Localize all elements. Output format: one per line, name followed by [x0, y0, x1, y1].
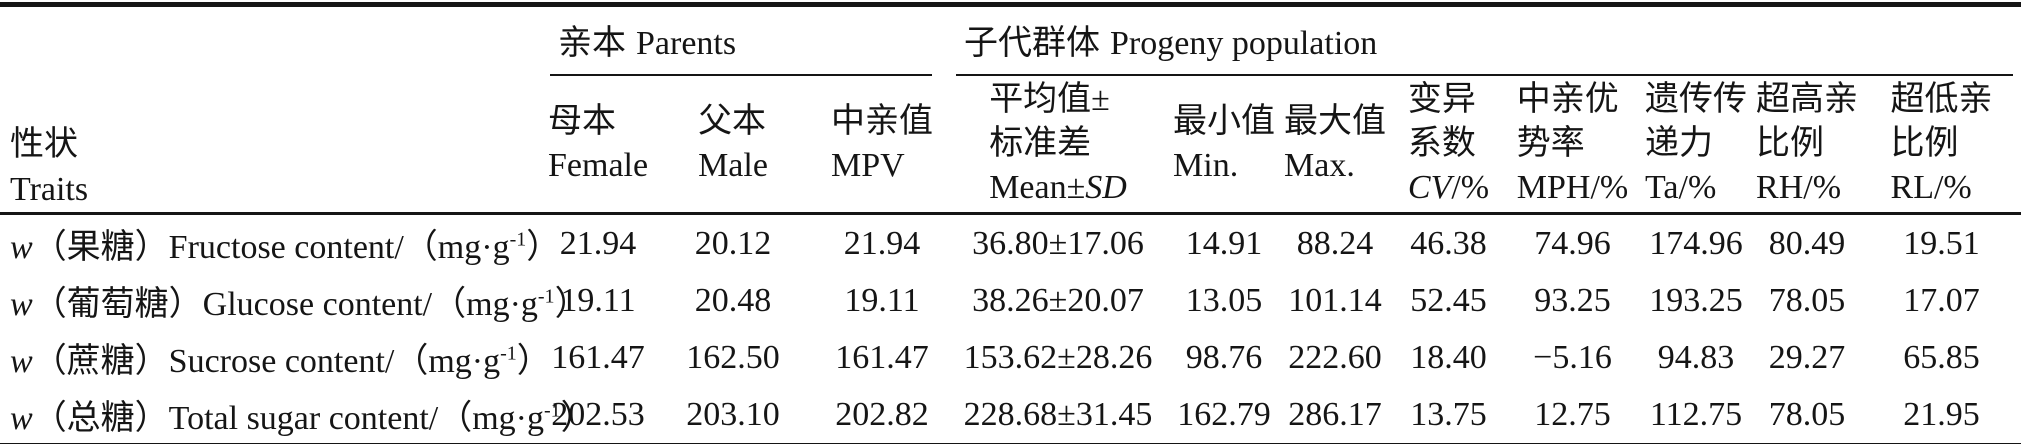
trait-close-paren: ） — [560, 400, 595, 437]
value-cell: 17.07 — [1903, 281, 1980, 319]
column-header-min: 最小值 Min. — [1170, 76, 1279, 215]
progeny-label-en: Progeny population — [1110, 25, 1378, 62]
value-cell: 88.24 — [1296, 224, 1374, 262]
value-cell: 38.26±20.07 — [972, 281, 1144, 319]
trait-symbol: w — [10, 343, 33, 380]
value-cell: 78.05 — [1768, 281, 1846, 319]
trait-close-paren: ） — [554, 286, 589, 323]
value-cell: 202.53 — [551, 395, 645, 433]
trait-text: （总糖）Total sugar content/（mg·g — [32, 400, 544, 437]
traits-header-en: Traits — [10, 171, 89, 208]
group-header-row: 性状 Traits 亲本 Parents 子代群体 Progeny populati… — [0, 4, 2021, 215]
value-cell: 94.83 — [1657, 338, 1735, 376]
trait-symbol: w — [10, 286, 33, 323]
value-cell: 222.60 — [1288, 338, 1382, 376]
value-cell: 74.96 — [1534, 224, 1611, 262]
value-cell: 228.68±31.45 — [963, 395, 1153, 433]
value-cell: 174.96 — [1649, 224, 1743, 262]
value-cell: 21.95 — [1903, 395, 1980, 433]
value-cell: 162.79 — [1177, 395, 1271, 433]
parents-label-en: Parents — [636, 25, 737, 62]
value-cell: 101.14 — [1288, 281, 1382, 319]
value-cell: 14.91 — [1185, 224, 1263, 262]
value-cell: 20.12 — [694, 224, 772, 262]
trait-close-paren: ） — [516, 343, 551, 380]
column-header-rl: 超低亲 比例 RL/% — [1862, 76, 2021, 215]
value-cell: 29.27 — [1768, 338, 1846, 376]
trait-text: （蔗糖）Sucrose content/（mg·g — [32, 343, 501, 380]
trait-symbol: w — [10, 400, 33, 437]
value-cell: 19.11 — [844, 281, 920, 319]
table-row-glucose: w（葡萄糖）Glucose content/（mg·g-1） 19.11 20.… — [0, 272, 2021, 329]
value-cell: 18.40 — [1410, 338, 1487, 376]
value-cell: 80.49 — [1768, 224, 1846, 262]
parents-label-zh: 亲本 — [558, 25, 626, 62]
value-cell: 153.62±28.26 — [963, 338, 1153, 376]
value-cell: 98.76 — [1185, 338, 1263, 376]
trait-unit-superscript: -1 — [509, 228, 527, 251]
column-header-mpv: 中亲值 MPV — [818, 76, 947, 215]
trait-unit-superscript: -1 — [544, 399, 561, 422]
column-header-max: 最大值 Max. — [1278, 76, 1393, 215]
value-cell: 13.75 — [1410, 395, 1487, 433]
value-cell: 203.10 — [686, 395, 780, 433]
traits-header-zh: 性状 — [10, 126, 78, 163]
group-header-progeny: 子代群体 Progeny population — [946, 5, 2021, 76]
value-cell: 193.25 — [1649, 281, 1743, 319]
column-header-male: 父本 Male — [648, 76, 818, 215]
value-cell: 19.51 — [1903, 224, 1980, 262]
value-cell: 65.85 — [1903, 338, 1980, 376]
value-cell: 112.75 — [1649, 395, 1743, 433]
column-header-rh: 超高亲 比例 RH/% — [1752, 76, 1863, 215]
trait-close-paren: ） — [526, 229, 561, 266]
table-row-sucrose: w（蔗糖）Sucrose content/（mg·g-1） 161.47 162… — [0, 329, 2021, 386]
trait-unit-superscript: -1 — [537, 285, 555, 308]
table-row-total-sugar: w（总糖）Total sugar content/（mg·g-1） 202.53… — [0, 386, 2021, 444]
value-cell: 78.05 — [1768, 395, 1846, 433]
value-cell: −5.16 — [1533, 338, 1612, 376]
value-cell: 162.50 — [686, 338, 780, 376]
value-cell: 46.38 — [1410, 224, 1487, 262]
trait-unit-superscript: -1 — [500, 342, 517, 365]
trait-cell: w（果糖）Fructose content/（mg·g-1） — [0, 214, 560, 273]
table-row-fructose: w（果糖）Fructose content/（mg·g-1） 21.94 20.… — [0, 214, 2021, 273]
value-cell: 20.48 — [694, 281, 772, 319]
value-cell: 286.17 — [1288, 395, 1382, 433]
trait-text: （果糖）Fructose content/（mg·g — [32, 229, 510, 266]
value-cell: 36.80±17.06 — [972, 224, 1144, 262]
value-cell: 161.47 — [835, 338, 929, 376]
traits-column-header: 性状 Traits — [0, 4, 548, 215]
value-cell: 12.75 — [1534, 395, 1611, 433]
progeny-label-zh: 子代群体 — [964, 25, 1101, 62]
value-cell: 21.94 — [559, 224, 637, 262]
value-cell: 21.94 — [843, 224, 921, 262]
column-header-mean-sd: 平均值± 标准差 Mean±SD — [946, 76, 1171, 215]
column-header-cv: 变异 系数 CV/% — [1392, 76, 1506, 215]
trait-symbol: w — [10, 229, 33, 266]
value-cell: 93.25 — [1534, 281, 1611, 319]
trait-text: （葡萄糖）Glucose content/（mg·g — [32, 286, 538, 323]
column-header-female: 母本 Female — [548, 76, 648, 215]
value-cell: 202.82 — [835, 395, 929, 433]
column-header-row: 母本 Female 父本 Male 中亲值 MPV — [0, 76, 2021, 215]
column-header-ta: 遗传传 递力 Ta/% — [1640, 76, 1753, 215]
group-header-parents: 亲本 Parents — [548, 5, 946, 76]
value-cell: 161.47 — [551, 338, 645, 376]
value-cell: 52.45 — [1410, 281, 1487, 319]
column-header-mph: 中亲优 势率 MPH/% — [1505, 76, 1641, 215]
value-cell: 13.05 — [1185, 281, 1263, 319]
trait-cell: w（葡萄糖）Glucose content/（mg·g-1） — [0, 272, 589, 329]
trait-cell: w（蔗糖）Sucrose content/（mg·g-1） — [0, 329, 551, 386]
trait-cell: w（总糖）Total sugar content/（mg·g-1） — [0, 386, 595, 444]
value-cell: 19.11 — [560, 281, 636, 319]
